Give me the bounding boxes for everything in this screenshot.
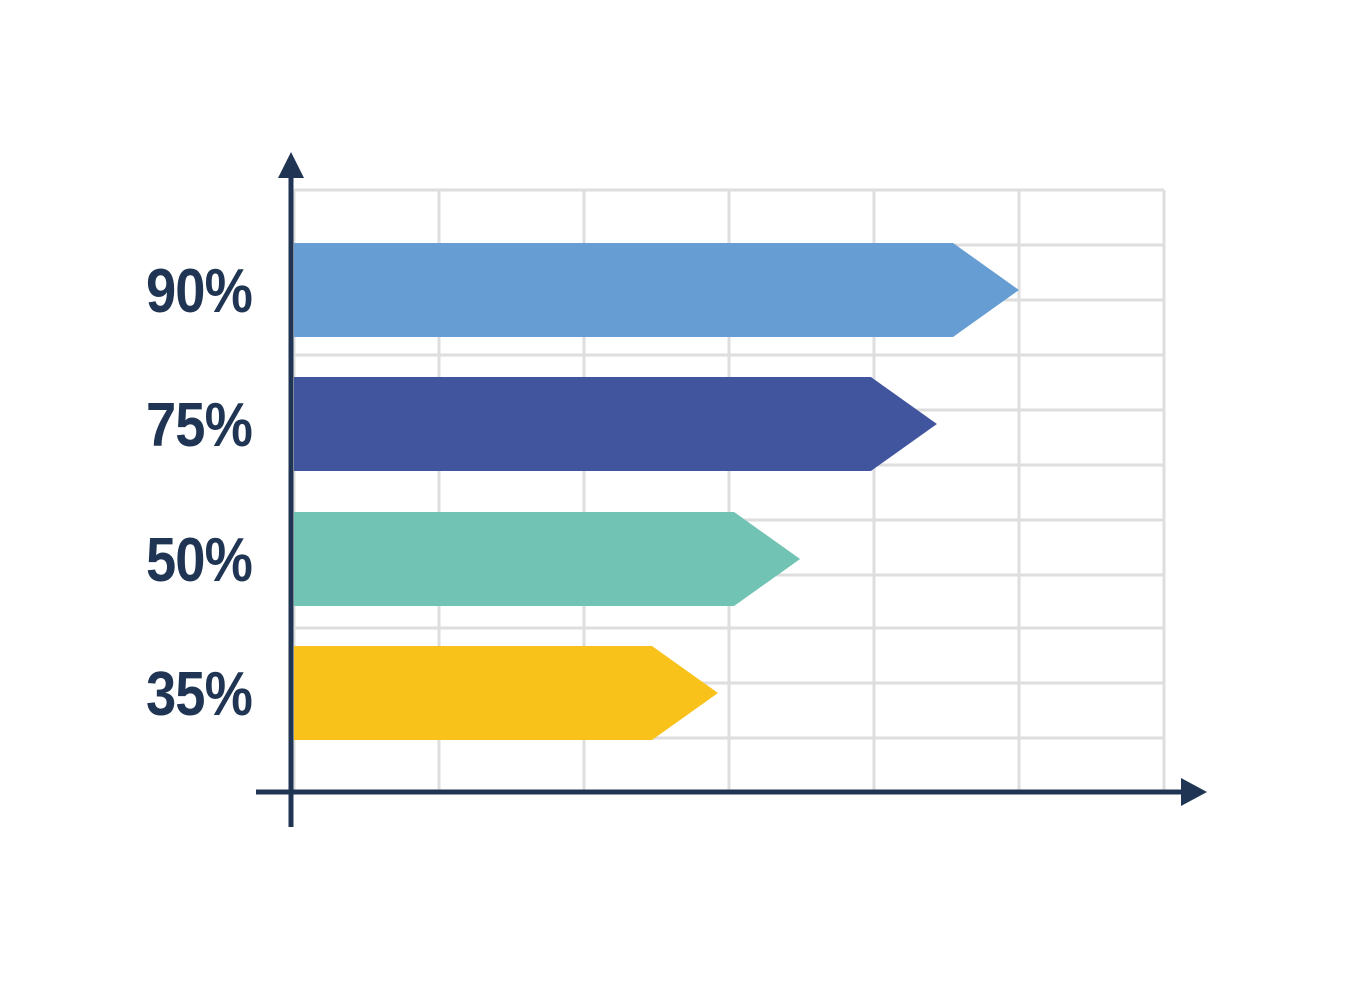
y-axis-arrow-icon [278,152,304,178]
bar-labels: 90% 75% 50% 35% [146,257,253,729]
bar-75-percent [294,377,937,471]
bars [294,243,1019,740]
x-axis-arrow-icon [1181,778,1207,806]
bar-label: 75% [146,391,252,460]
bar-label: 35% [146,660,252,729]
bar-50-percent [294,512,801,606]
bar-35-percent [294,646,718,740]
bar-90-percent [294,243,1019,337]
bar-label: 90% [146,257,252,326]
bar-label: 50% [146,526,252,595]
axes [256,152,1207,827]
